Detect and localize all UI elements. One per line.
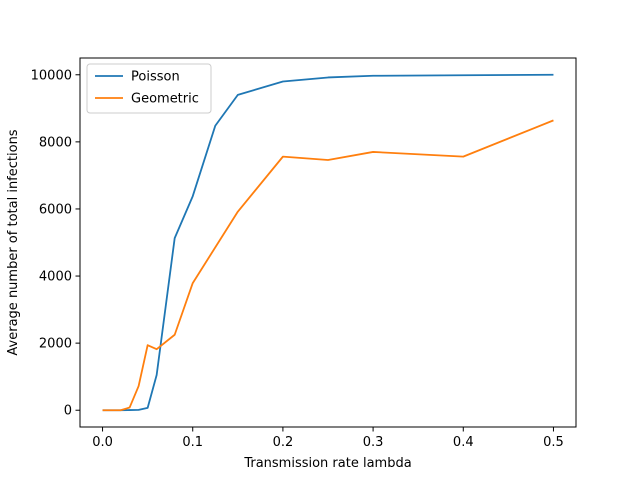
y-axis-ticks: 0 2000 4000 6000 8000 10000 [31,68,80,419]
series-layer [102,73,554,412]
y-tick-label: 4000 [39,270,72,285]
x-tick-label: 0.5 [543,435,564,450]
x-tick-label: 0.4 [453,435,474,450]
x-axis-ticks: 0.0 0.1 0.2 0.3 0.4 0.5 [92,427,564,450]
legend: Poisson Geometric [86,63,212,114]
y-axis-label: Average number of total infections [6,129,21,355]
series-line-geometric [102,119,554,412]
series-line-poisson [102,73,554,412]
y-tick-label: 0 [64,404,72,419]
x-tick-label: 0.1 [182,435,203,450]
legend-label-geometric: Geometric [131,92,199,107]
y-tick-label: 6000 [39,202,72,217]
y-tick-label: 8000 [39,135,72,150]
x-tick-label: 0.0 [92,435,113,450]
plot-frame [79,57,577,428]
legend-label-poisson: Poisson [131,70,180,85]
x-tick-label: 0.3 [363,435,384,450]
plot-area [80,58,576,427]
x-axis-label: Transmission rate lambda [243,456,411,471]
y-tick-label: 2000 [39,337,72,352]
x-tick-label: 0.2 [273,435,294,450]
y-tick-label: 10000 [31,68,72,83]
